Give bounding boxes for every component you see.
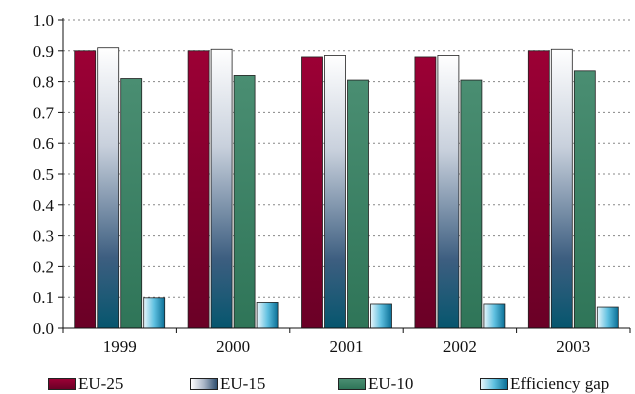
y-tick-label: 0.7 [33,103,55,122]
bar-eu-15-2003 [550,48,573,329]
y-tick-label: 0.2 [33,257,54,276]
bar-efficiency-gap-1999 [143,297,166,329]
bar-efficiency-gap-2003 [596,306,619,329]
bar-eu-15-2001 [324,55,346,329]
bar-eu-10-1999 [120,78,143,329]
bar-eu-15-2002 [437,55,460,329]
x-tick-label: 2001 [330,337,364,356]
legend-label-eu-15: EU-15 [220,373,266,393]
bar-eu-25-2000 [187,50,210,329]
y-tick-label: 0.3 [33,227,54,246]
legend-item-eu-25: EU-25 [48,373,123,394]
bar-eu-10-2003 [573,70,596,329]
x-tick-label: 2003 [556,337,590,356]
bar-eu-10-2000 [233,75,256,329]
legend-item-eu-15: EU-15 [190,373,265,394]
x-tick-label: 2002 [443,337,477,356]
legend-label-eu-25: EU-25 [78,373,124,393]
bar-eu-25-2002 [414,56,437,329]
y-tick-label: 0.0 [33,319,54,338]
bar-eu-10-2001 [347,79,369,329]
y-tick-label: 0.4 [33,196,55,215]
bar-efficiency-gap-2000 [256,302,279,329]
y-tick-label: 1.0 [33,11,54,30]
x-tick-label: 1999 [103,337,137,356]
legend-label-efficiency-gap: Efficiency gap [510,373,610,393]
bar-eu-25-1999 [74,50,97,329]
bar-eu-25-2003 [527,50,550,329]
y-tick-label: 0.1 [33,288,54,307]
y-tick-label: 0.9 [33,42,54,61]
bar-eu-25-2001 [301,56,323,329]
bar-eu-15-1999 [97,47,120,329]
bar-efficiency-gap-2001 [370,303,392,329]
bar-chart: 0.0 0.1 0.2 0.3 0.4 0.5 0.6 0.7 0.8 0.9 1.0 1999 200… [33,11,631,356]
legend-swatch-eu-25 [48,377,76,390]
bar-eu-10-2002 [460,79,483,329]
legend-swatch-efficiency-gap [480,377,508,390]
legend-item-efficiency-gap: Efficiency gap [480,373,609,394]
x-tick-label: 2000 [216,337,250,356]
chart-legend: EU-25 EU-15 EU-10 Efficiency gap [0,373,635,394]
y-tick-label: 0.8 [33,73,54,92]
legend-swatch-eu-15 [190,377,218,390]
legend-swatch-eu-10 [338,377,366,390]
legend-item-eu-10: EU-10 [338,373,413,394]
y-tick-label: 0.5 [33,165,54,184]
y-tick-label: 0.6 [33,134,54,153]
bar-efficiency-gap-2002 [483,303,506,329]
legend-label-eu-10: EU-10 [368,373,414,393]
bar-eu-15-2000 [210,48,233,329]
